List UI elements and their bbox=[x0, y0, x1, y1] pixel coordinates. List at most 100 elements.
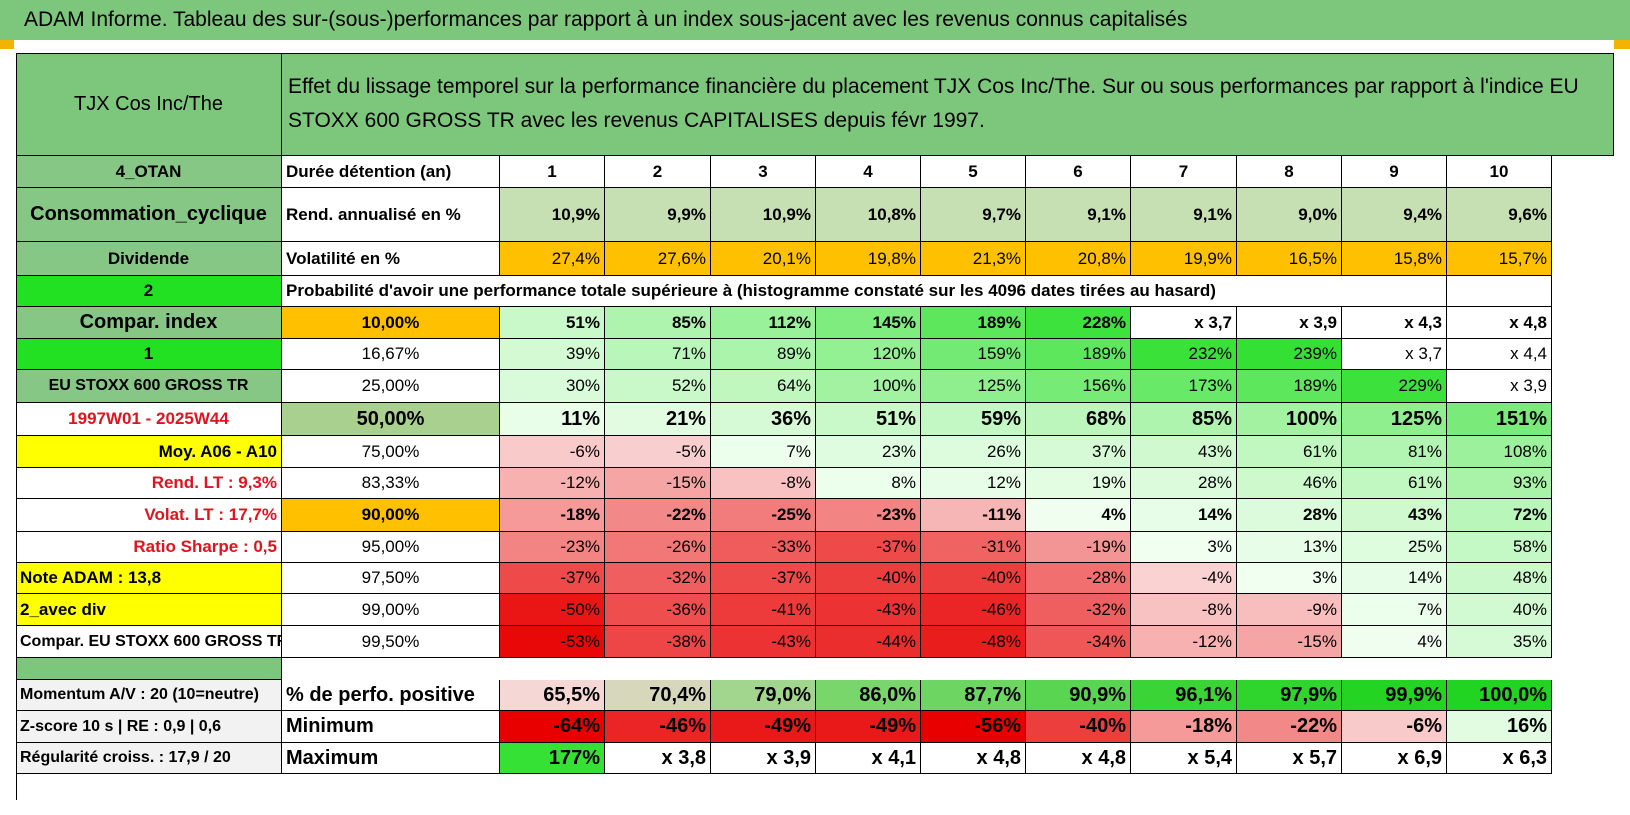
quantile-value: 189% bbox=[1026, 339, 1131, 370]
quantile-value: 3% bbox=[1237, 563, 1342, 594]
volat-value: 21,3% bbox=[921, 242, 1026, 276]
title-accent-left bbox=[0, 40, 14, 49]
duration-value: 6 bbox=[1026, 156, 1131, 188]
quantile-value: 71% bbox=[605, 339, 711, 370]
quantile-value: -53% bbox=[500, 626, 605, 658]
quantile-pct: 25,00% bbox=[282, 370, 500, 403]
rend-value: 9,0% bbox=[1237, 188, 1342, 242]
stat-value: 79,0% bbox=[711, 680, 816, 711]
quantile-value: -18% bbox=[500, 499, 605, 532]
quantile-pct: 50,00% bbox=[282, 403, 500, 436]
quantile-value: 23% bbox=[816, 436, 921, 468]
quantile-value: -44% bbox=[816, 626, 921, 658]
quantile-pct: 10,00% bbox=[282, 307, 500, 339]
quantile-value: 36% bbox=[711, 403, 816, 436]
quantile-value: 7% bbox=[1342, 594, 1447, 626]
duration-value: 7 bbox=[1131, 156, 1237, 188]
quantile-value: x 4,4 bbox=[1447, 339, 1552, 370]
quantile-value: 151% bbox=[1447, 403, 1552, 436]
stat-value: 90,9% bbox=[1026, 680, 1131, 711]
volat-value: 19,9% bbox=[1131, 242, 1237, 276]
avec-div-label: 2_avec div bbox=[16, 594, 282, 626]
volat-label: Volatilité en % bbox=[282, 242, 500, 276]
quantile-value: 100% bbox=[1237, 403, 1342, 436]
table-description: Effet du lissage temporel sur la perform… bbox=[282, 53, 1614, 156]
quantile-value: 51% bbox=[816, 403, 921, 436]
stat-label: % de perfo. positive bbox=[282, 680, 500, 711]
quantile-pct: 90,00% bbox=[282, 499, 500, 532]
stat-value: x 4,8 bbox=[921, 743, 1026, 774]
quantile-value: -43% bbox=[816, 594, 921, 626]
stat-value: x 4,1 bbox=[816, 743, 921, 774]
quantile-value: 64% bbox=[711, 370, 816, 403]
quantile-value: -9% bbox=[1237, 594, 1342, 626]
quantile-value: 145% bbox=[816, 307, 921, 339]
quantile-value: -8% bbox=[711, 468, 816, 499]
spacer-right bbox=[282, 658, 1614, 680]
stat-label: Minimum bbox=[282, 711, 500, 743]
quantile-value: 8% bbox=[816, 468, 921, 499]
stat-value: x 5,7 bbox=[1237, 743, 1342, 774]
stat-value: x 6,9 bbox=[1342, 743, 1447, 774]
stat-value: x 3,9 bbox=[711, 743, 816, 774]
stat-value: -6% bbox=[1342, 711, 1447, 743]
quantile-value: 30% bbox=[500, 370, 605, 403]
quantile-value: 239% bbox=[1237, 339, 1342, 370]
duration-value: 1 bbox=[500, 156, 605, 188]
quantile-pct: 95,00% bbox=[282, 532, 500, 563]
rend-value: 9,1% bbox=[1131, 188, 1237, 242]
quantile-value: 4% bbox=[1026, 499, 1131, 532]
quantile-value: 14% bbox=[1342, 563, 1447, 594]
regularite-label: Régularité croiss. : 17,9 / 20 bbox=[16, 743, 282, 774]
rend-value: 9,1% bbox=[1026, 188, 1131, 242]
duration-value: 5 bbox=[921, 156, 1026, 188]
stat-value: 65,5% bbox=[500, 680, 605, 711]
stat-value: 87,7% bbox=[921, 680, 1026, 711]
quantile-value: x 3,9 bbox=[1237, 307, 1342, 339]
stat-value: -18% bbox=[1131, 711, 1237, 743]
quantile-value: 189% bbox=[921, 307, 1026, 339]
quantile-value: 85% bbox=[1131, 403, 1237, 436]
quantile-pct: 75,00% bbox=[282, 436, 500, 468]
quantile-value: -15% bbox=[1237, 626, 1342, 658]
stat-value: 96,1% bbox=[1131, 680, 1237, 711]
quantile-value: -11% bbox=[921, 499, 1026, 532]
stat-value: x 5,4 bbox=[1131, 743, 1237, 774]
quantile-value: 39% bbox=[500, 339, 605, 370]
duration-value: 4 bbox=[816, 156, 921, 188]
quantile-value: 28% bbox=[1237, 499, 1342, 532]
quantile-value: -40% bbox=[921, 563, 1026, 594]
volat-value: 20,8% bbox=[1026, 242, 1131, 276]
quantile-value: 189% bbox=[1237, 370, 1342, 403]
quantile-value: -22% bbox=[605, 499, 711, 532]
quantile-value: 28% bbox=[1131, 468, 1237, 499]
compar-index-label: Compar. index bbox=[16, 307, 282, 339]
probability-title: Probabilité d'avoir une performance tota… bbox=[282, 276, 1447, 307]
quantile-value: 13% bbox=[1237, 532, 1342, 563]
quantile-value: -5% bbox=[605, 436, 711, 468]
stat-value: 70,4% bbox=[605, 680, 711, 711]
rend-value: 10,8% bbox=[816, 188, 921, 242]
quantile-value: -33% bbox=[711, 532, 816, 563]
quantile-value: -37% bbox=[711, 563, 816, 594]
sector-label: Consommation_cyclique bbox=[16, 188, 282, 242]
index-count-1: 1 bbox=[16, 339, 282, 370]
quantile-value: 40% bbox=[1447, 594, 1552, 626]
rend-value: 9,9% bbox=[605, 188, 711, 242]
spacer-left bbox=[16, 658, 282, 680]
quantile-value: -4% bbox=[1131, 563, 1237, 594]
dividend-label: Dividende bbox=[16, 242, 282, 276]
quantile-value: x 3,7 bbox=[1131, 307, 1237, 339]
quantile-value: 68% bbox=[1026, 403, 1131, 436]
quantile-value: 43% bbox=[1342, 499, 1447, 532]
sharpe-label: Ratio Sharpe : 0,5 bbox=[16, 532, 282, 563]
quantile-value: x 3,9 bbox=[1447, 370, 1552, 403]
quantile-value: 51% bbox=[500, 307, 605, 339]
duration-value: 3 bbox=[711, 156, 816, 188]
quantile-value: 46% bbox=[1237, 468, 1342, 499]
quantile-value: -48% bbox=[921, 626, 1026, 658]
volat-value: 20,1% bbox=[711, 242, 816, 276]
stat-value: -56% bbox=[921, 711, 1026, 743]
quantile-value: 61% bbox=[1342, 468, 1447, 499]
stat-value: -22% bbox=[1237, 711, 1342, 743]
